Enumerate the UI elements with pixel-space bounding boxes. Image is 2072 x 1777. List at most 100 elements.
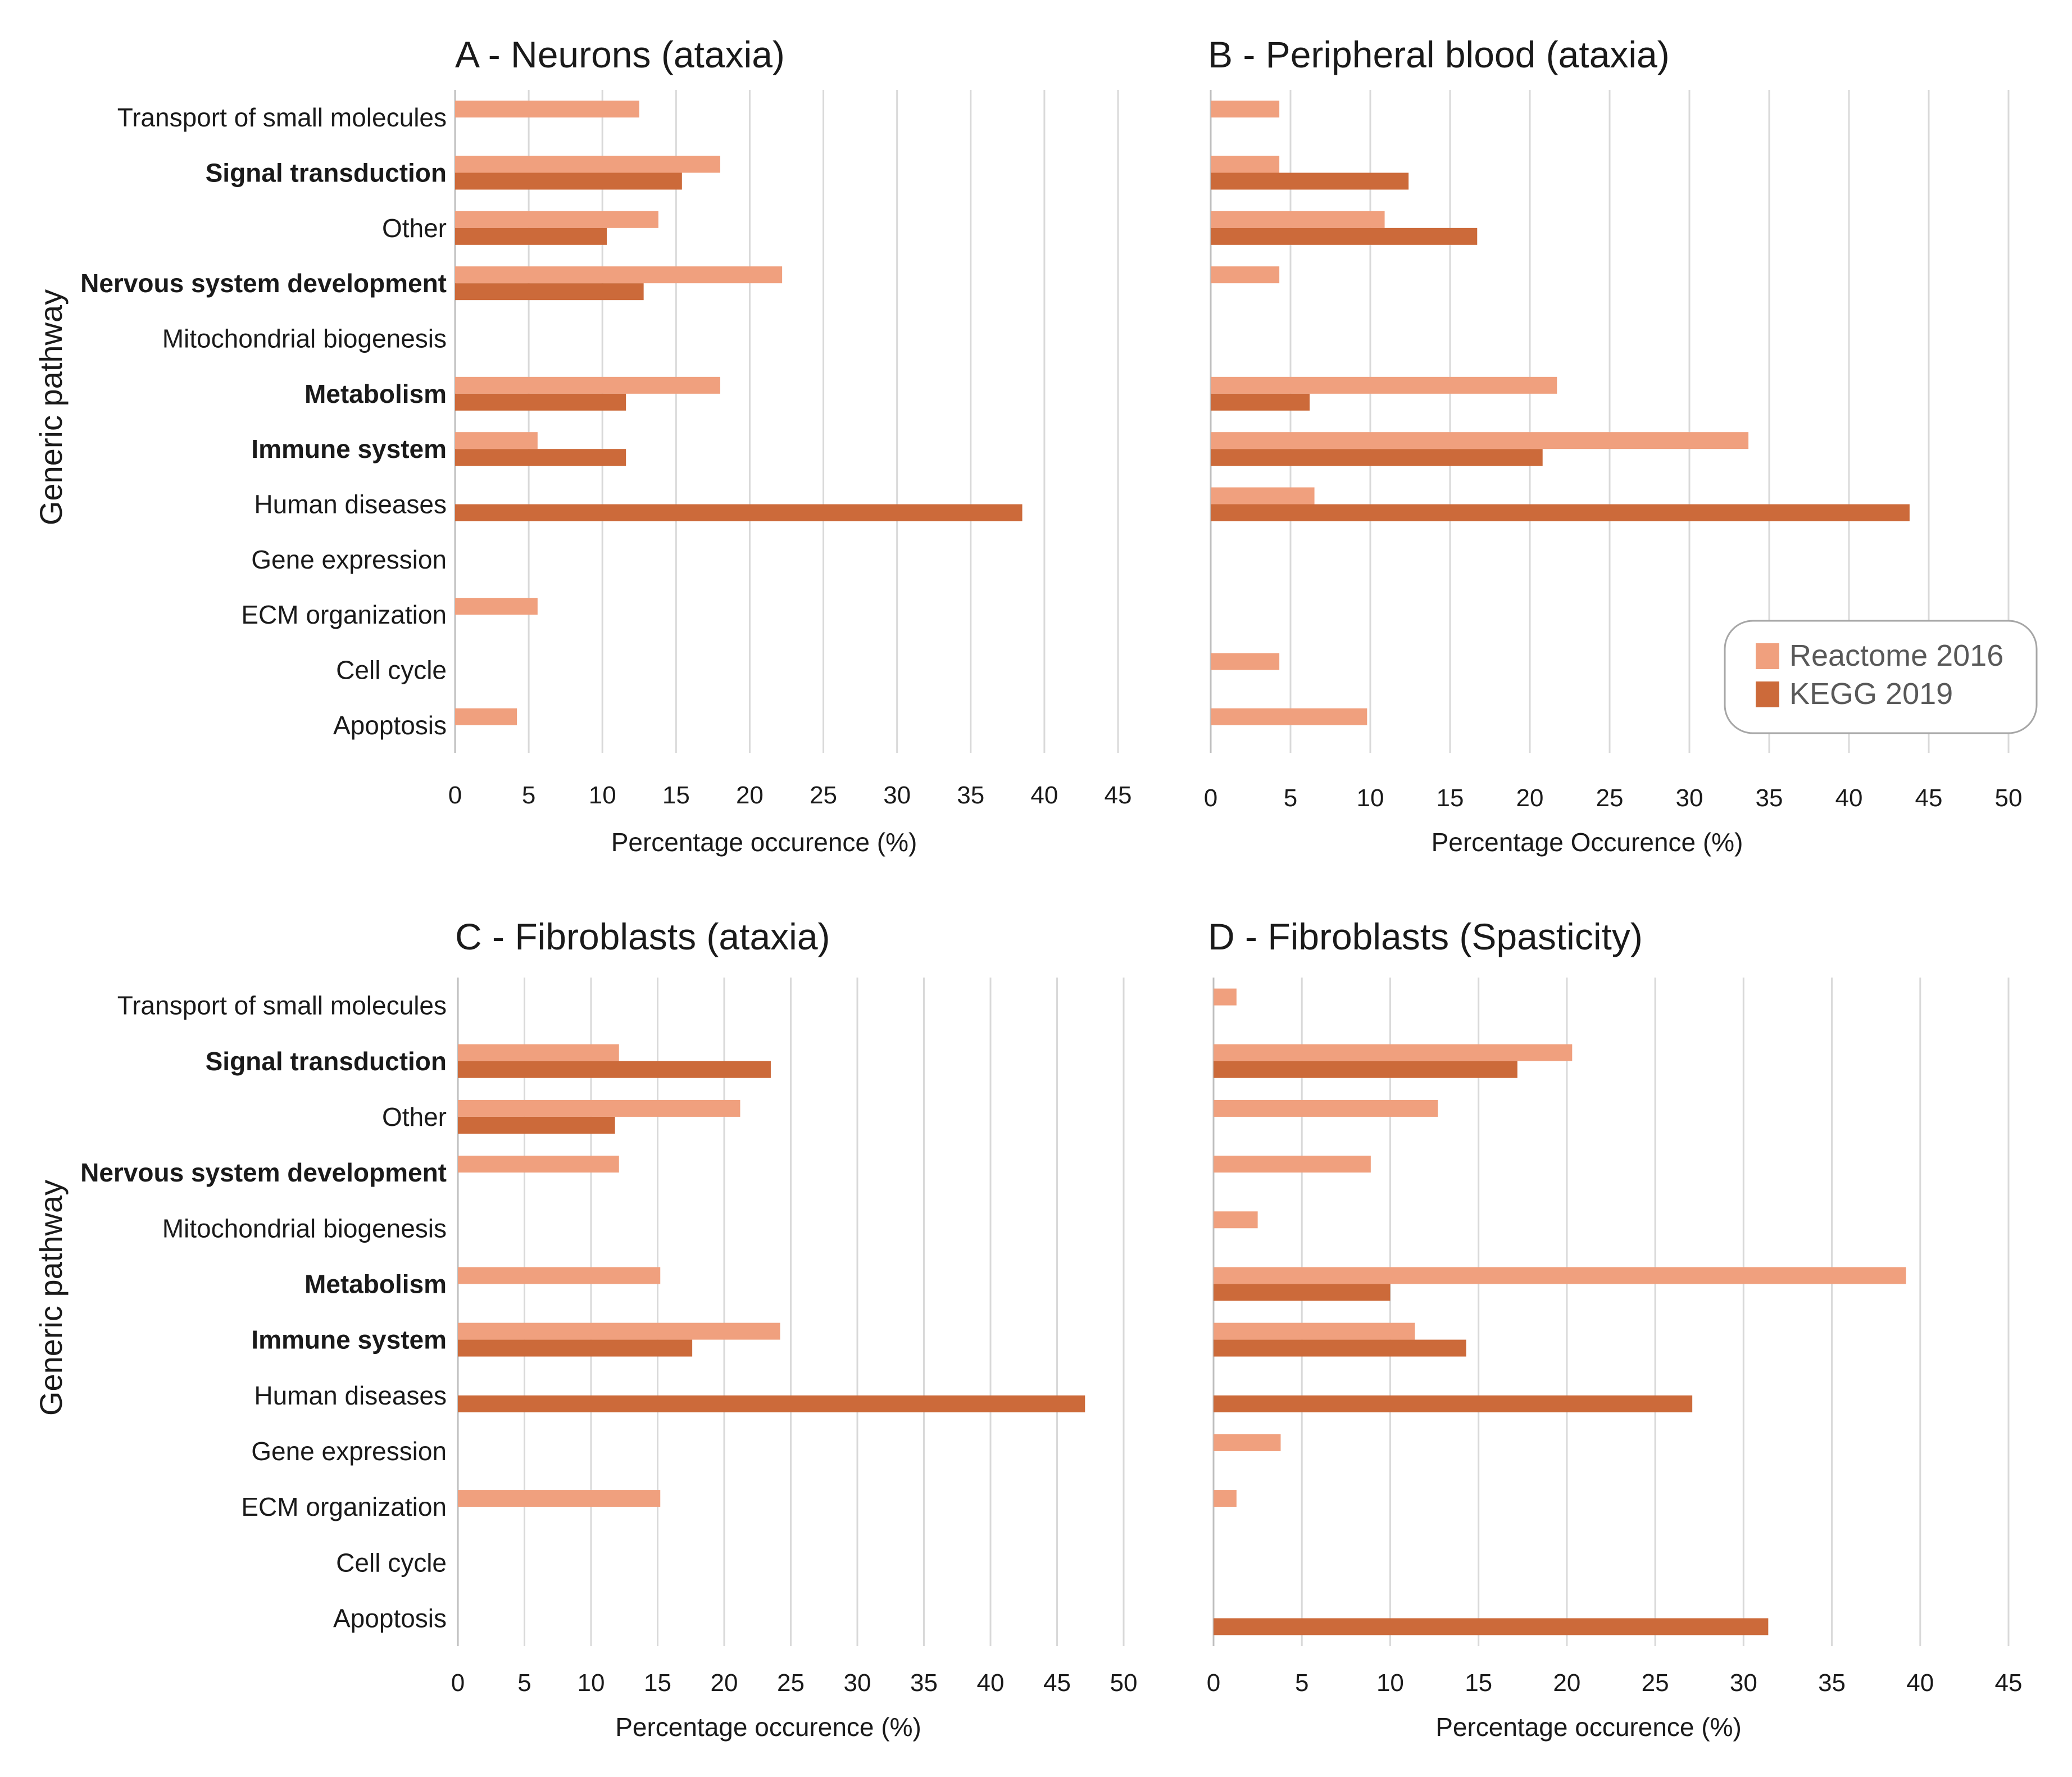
x-tick-label: 40 [977,1669,1005,1697]
bar-reactome [1214,1044,1573,1061]
x-tick-label: 15 [644,1669,671,1697]
bar-reactome [455,156,720,173]
bar-kegg [455,449,626,466]
bar-kegg [1214,1618,1769,1635]
panel-b: B - Peripheral blood (ataxia) 0 5 10 15 20 25 3… [1204,34,2023,857]
x-tick-label: 30 [883,781,911,809]
category-label: ECM organization [241,600,447,629]
category-label: Other [382,1102,447,1131]
category-label: Immune system [251,1325,447,1355]
category-label: Signal transduction [206,158,447,188]
bar-kegg [1214,1284,1391,1301]
bar-reactome [458,1322,780,1340]
bar-reactome [458,1044,619,1061]
bar-reactome [1214,1434,1281,1451]
category-label: Nervous system development [80,269,447,298]
x-tick-label: 40 [1030,781,1058,809]
bar-kegg [1211,504,1910,521]
x-tick-label: 30 [1730,1669,1757,1697]
category-label: Metabolism [305,379,447,408]
x-tick-label: 35 [910,1669,938,1697]
legend-box [1724,620,2038,734]
bar-reactome [458,1156,619,1173]
bar-reactome [455,598,538,615]
x-tick-label: 20 [1553,1669,1580,1697]
panel-c: C - Fibroblasts (ataxia) 0 5 10 15 20 25 30 35 40… [33,916,1137,1742]
category-label: Cell cycle [336,656,447,685]
x-tick-label: 50 [1110,1669,1138,1697]
category-label: Human diseases [254,490,447,519]
category-label: Mitochondrial biogenesis [162,324,447,353]
x-tick-label: 25 [777,1669,805,1697]
x-tick-label: 5 [1295,1669,1308,1697]
x-tick-label: 15 [1437,784,1464,812]
category-label: Transport of small molecules [117,103,447,132]
x-tick-label: 10 [1357,784,1384,812]
bar-reactome [455,101,639,118]
bar-reactome [455,266,783,284]
category-label: Cell cycle [336,1548,447,1577]
x-tick-label: 25 [1596,784,1624,812]
x-tick-label: 25 [1642,1669,1669,1697]
category-label: ECM organization [241,1492,447,1521]
legend-label: Reactome 2016 [1789,639,2003,672]
panel-title: D - Fibroblasts (Spasticity) [1208,916,1643,957]
x-tick-label: 30 [1676,784,1703,812]
x-tick-label: 5 [1284,784,1297,812]
x-tick-label: 35 [957,781,984,809]
x-tick-label: 10 [1376,1669,1404,1697]
category-label: Gene expression [251,1437,447,1466]
x-tick-label: 35 [1756,784,1783,812]
bar-kegg [458,1395,1085,1412]
x-tick-label: 25 [810,781,837,809]
x-tick-label: 20 [736,781,764,809]
x-tick-label: 15 [662,781,690,809]
x-tick-label: 0 [1204,784,1217,812]
category-label: Apoptosis [333,1603,447,1633]
bar-reactome [1211,156,1280,173]
bar-kegg [1211,172,1409,190]
bar-kegg [1214,1395,1693,1412]
x-tick-label: 50 [1995,784,2023,812]
category-label: Other [382,213,447,243]
x-axis-label: Percentage Occurence (%) [1432,828,1743,857]
bar-reactome [1211,211,1385,228]
bar-reactome [1211,653,1280,670]
y-axis-title: Generic pathway [33,289,69,525]
panel-title: B - Peripheral blood (ataxia) [1208,34,1670,75]
bar-reactome [1214,988,1237,1006]
bar-kegg [455,228,607,245]
category-label: Human diseases [254,1381,447,1410]
bar-reactome [1214,1267,1906,1284]
bar-kegg [455,504,1023,521]
bar-kegg [1211,449,1543,466]
bar-reactome [458,1267,661,1284]
x-tick-label: 20 [711,1669,738,1697]
bar-reactome [1211,266,1280,284]
x-tick-label: 45 [1995,1669,2023,1697]
bar-reactome [1211,432,1749,449]
category-label: Mitochondrial biogenesis [162,1214,447,1243]
x-tick-label: 30 [844,1669,871,1697]
bar-reactome [455,708,517,725]
bar-kegg [458,1061,771,1078]
panel-title: C - Fibroblasts (ataxia) [455,916,830,957]
x-tick-label: 20 [1516,784,1544,812]
x-tick-label: 45 [1915,784,1943,812]
bar-kegg [1214,1339,1466,1357]
category-label: Immune system [251,434,447,463]
legend-label: KEGG 2019 [1789,677,1953,711]
bar-kegg [455,283,644,301]
bar-reactome [1214,1099,1438,1117]
category-label: Apoptosis [333,711,447,740]
category-label: Transport of small molecules [117,991,447,1020]
category-label: Gene expression [251,545,447,574]
x-tick-label: 5 [517,1669,531,1697]
bar-reactome [458,1099,740,1117]
bar-reactome [1211,101,1280,118]
bar-kegg [458,1116,615,1134]
bar-reactome [1214,1156,1371,1173]
x-axis-label: Percentage occurence (%) [1435,1712,1742,1742]
bar-kegg [455,172,682,190]
